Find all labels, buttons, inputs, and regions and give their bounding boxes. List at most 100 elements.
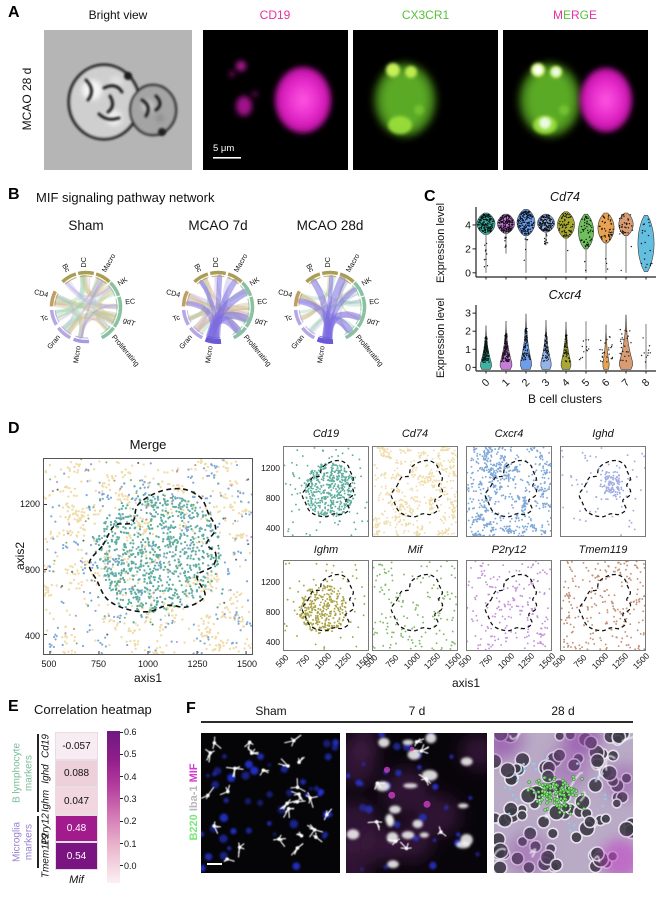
small-x-tick: 1000 [589, 650, 611, 672]
small-x-tick: 750 [294, 652, 312, 670]
heatmap-row-label: Ighd [40, 763, 52, 784]
stain-label-iba-1: Iba-1 [188, 785, 200, 815]
merge-x-tick: 500 [41, 659, 57, 669]
merge-y-tick: 400 [24, 630, 40, 641]
y-tick-label: 1 [465, 344, 471, 356]
chord-node-label: NK [116, 275, 129, 288]
cluster-tick-label: 2 [519, 376, 533, 390]
y-tick-label: 0 [465, 267, 471, 279]
condition-label-28d: MCAO 28d [296, 218, 364, 233]
panel-b-title: MIF signaling pathway network [36, 190, 215, 205]
scale-bar-text: 5 μm [213, 143, 234, 154]
chord-node-label: CD4 [165, 287, 181, 299]
panel-f-letter: F [186, 700, 196, 717]
merge-x-tick: 1500 [237, 659, 258, 669]
chord-node-label: Tc [283, 312, 293, 323]
cluster-tick-label: 6 [599, 376, 613, 390]
merge-plot-title: Merge [129, 437, 167, 452]
chord-node-label: Tc [39, 312, 49, 323]
small-x-tick: 1000 [495, 650, 517, 672]
chord-node-label: Proliferating [110, 333, 142, 368]
chord-node-label: EC [369, 297, 380, 307]
group-label-line: markers [23, 823, 34, 861]
violin-title-cxcr4: Cxcr4 [548, 288, 582, 302]
column-header-7d: 7 d [408, 704, 426, 718]
condition-label-sham: Sham [68, 218, 104, 233]
micrograph-sham [201, 733, 340, 873]
gene-title: Ighd [592, 428, 614, 440]
merge-y-tick: 800 [24, 565, 40, 576]
colorbar-tick-mark [120, 753, 123, 755]
small-x-tick: 1250 [422, 650, 443, 672]
small-x-tick: 500 [273, 652, 291, 670]
chord-node-label: gdT [254, 315, 269, 328]
scale-bar [213, 157, 241, 159]
chord-node-label: Bc [192, 262, 204, 274]
chord-node-label: Micro [315, 345, 326, 364]
bright-view-label: Bright view [88, 8, 148, 22]
small-x-tick: 750 [383, 652, 401, 670]
merge-image [503, 30, 648, 170]
group-bracket-m [37, 816, 39, 868]
column-header-28d: 28 d [551, 704, 575, 718]
colorbar-tick-mark [120, 776, 123, 778]
chord-node-label: CD4 [33, 287, 49, 299]
scatter-p2ry12 [466, 560, 552, 651]
y-tick-label: 3 [465, 308, 471, 320]
gene-title: Cxcr4 [494, 428, 524, 440]
small-y-tick: 400 [265, 637, 280, 648]
scatter-cd19 [283, 446, 369, 537]
chord-node-label: Bc [304, 262, 316, 274]
panel-e-letter: E [8, 698, 19, 715]
small-x-tick: 1000 [401, 650, 423, 672]
small-x-tick: 1250 [516, 650, 537, 672]
chord-node-label: Proliferating [354, 333, 386, 368]
gene-title: Mif [407, 544, 423, 556]
group-label-microglia: Microglia markers [12, 822, 35, 862]
header-underline [201, 721, 633, 723]
y-tick-label: 2 [465, 326, 471, 338]
merge-x-tick: 750 [90, 659, 106, 669]
chord-node-label: DC [211, 257, 220, 267]
chord-node-label: DC [79, 257, 88, 267]
merge-label: MERGE [525, 8, 625, 22]
micrograph-28d [494, 733, 633, 873]
heatmap-cell: 0.047 [55, 787, 98, 815]
cluster-tick-label: 8 [639, 376, 653, 390]
chord-node-label: Proliferating [242, 333, 274, 368]
bright-view-image [44, 30, 192, 170]
panel-a-row-label: MCAO 28 d [20, 67, 34, 131]
chord-node-label: Macro [100, 252, 118, 274]
colorbar-tick: 0.1 [124, 838, 137, 849]
chord-node-label: gdT [366, 315, 381, 328]
small-x-tick: 750 [571, 652, 589, 670]
heatmap-row-label: Ighm [40, 789, 52, 813]
scatter-ighd [560, 446, 646, 537]
colorbar-tick: 0.6 [124, 727, 137, 737]
small-y-tick: 1200 [261, 462, 280, 473]
panel-b-letter: B [8, 186, 20, 203]
panel-c-letter: C [424, 188, 436, 205]
small-x-tick: 1250 [610, 650, 631, 672]
violin-title-cd74: Cd74 [550, 190, 580, 204]
heatmap-cell: 0.088 [55, 760, 98, 787]
chord-node-label: Gran [177, 333, 194, 351]
heatmap-cell: -0.057 [55, 732, 98, 760]
chord-node-label: DC [323, 257, 332, 267]
group-label-line: B lymphocyte [11, 742, 23, 804]
gene-title: Ighm [313, 544, 339, 556]
merge-scatter-plot [43, 458, 253, 655]
gene-title: P2ry12 [491, 544, 527, 556]
chord-node-label: CD4 [277, 287, 293, 299]
cx3cr1-image [353, 30, 498, 170]
group-label-line: markers [23, 754, 34, 792]
colorbar-tick-mark [120, 731, 123, 733]
merge-letter: M [552, 8, 563, 22]
heatmap-row-label: Tmem119 [40, 833, 52, 879]
chord-node-label: Gran [45, 333, 62, 351]
y-axis-label-cd74: Expression level [435, 202, 447, 284]
